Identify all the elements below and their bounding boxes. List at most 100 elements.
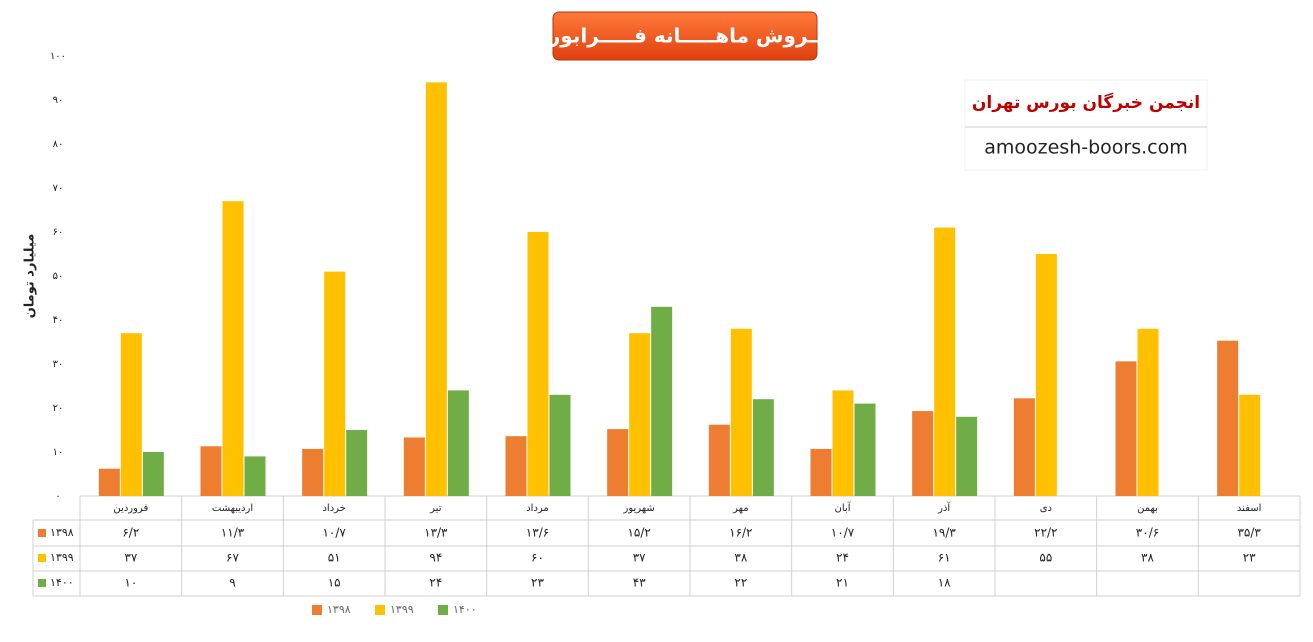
y-tick-label: ۶۰ (53, 227, 64, 238)
table-cell: ۱۰/۷ (831, 526, 855, 540)
table-cell: ۱۳/۶ (526, 526, 549, 540)
bar (142, 452, 164, 496)
table-cell: ۳۰/۶ (1136, 526, 1159, 540)
table-legend-key (38, 529, 46, 537)
legend-key (438, 605, 448, 615)
bar (854, 403, 876, 496)
y-tick-label: ۲۰ (53, 403, 64, 414)
x-tick-label: دی (1040, 503, 1052, 514)
chart-title: فــــروش ماهـــــانه فـــــرابورس (521, 24, 849, 48)
bar (505, 436, 527, 496)
legend-key (375, 605, 385, 615)
table-cell: ۲۱ (836, 576, 849, 590)
y-tick-label: ۵۰ (53, 271, 64, 282)
legend-label: ۱۴۰۰ (453, 603, 477, 616)
x-tick-label: فروردین (113, 503, 148, 514)
table-cell: ۳۷ (124, 551, 137, 565)
bar (222, 201, 244, 496)
table-cell: ۲۴ (836, 551, 849, 565)
table-legend-key (38, 579, 46, 587)
table-cell: ۳۵/۳ (1237, 526, 1261, 540)
bar (403, 437, 425, 496)
bar (912, 411, 934, 496)
bar (651, 306, 673, 496)
y-tick-label: ۳۰ (53, 359, 64, 370)
table-cell: ۳۸ (734, 551, 747, 565)
table-cell: ۳۷ (633, 551, 646, 565)
table-legend-key (38, 554, 46, 562)
table-series-name: ۱۳۹۸ (50, 526, 74, 539)
bar (447, 390, 469, 496)
bar (120, 333, 142, 496)
x-tick-label: آبان (835, 501, 852, 514)
table-cell: ۲۳ (1243, 551, 1256, 565)
x-tick-label: مهر (732, 503, 748, 514)
table-cell: ۱۰/۷ (322, 526, 346, 540)
x-tick-label: شهریور (623, 503, 655, 514)
x-tick-label: آذر (937, 501, 951, 514)
table-series-name: ۱۳۹۹ (50, 551, 74, 564)
bar (708, 424, 730, 496)
bar (832, 390, 854, 496)
table-cell: ۱۱/۳ (221, 526, 245, 540)
bar (810, 448, 832, 496)
bar (549, 394, 571, 496)
table-cell: ۱۸ (938, 576, 951, 590)
watermark-url: amoozesh-boors.com (984, 137, 1188, 159)
bar (1239, 394, 1261, 496)
table-cell: ۵۵ (1039, 551, 1052, 565)
bar (324, 271, 346, 496)
y-tick-label: ۱۰۰ (50, 51, 66, 62)
bar (425, 82, 447, 497)
bar (934, 227, 956, 496)
table-cell: ۴۳ (633, 576, 646, 590)
x-tick-label: اسفند (1237, 503, 1261, 514)
table-cell: ۱۵/۲ (627, 526, 650, 540)
table-cell: ۶۱ (938, 551, 951, 565)
bar (200, 446, 222, 496)
x-tick-label: بهمن (1137, 503, 1158, 514)
bar (244, 456, 266, 496)
table-cell: ۲۳ (531, 576, 544, 590)
table-cell: ۱۳/۳ (424, 526, 448, 540)
bar (1217, 340, 1239, 496)
table-cell: ۶۰ (531, 551, 544, 565)
x-tick-label: اردیبهشت (212, 503, 253, 514)
y-tick-label: ۷۰ (53, 183, 64, 194)
bar (346, 430, 368, 496)
y-tick-label: ۹۰ (53, 95, 64, 106)
bar (527, 232, 549, 496)
watermark-box (964, 79, 1208, 171)
legend-label: ۱۳۹۹ (390, 603, 414, 616)
bar (607, 429, 629, 496)
bar (1035, 254, 1057, 496)
table-cell: ۲۲/۲ (1034, 526, 1057, 540)
table-cell: ۳۸ (1141, 551, 1154, 565)
bar (956, 416, 978, 496)
y-tick-label: ۰ (55, 491, 60, 502)
bar (98, 468, 120, 496)
y-axis-label: میلیارد تومان (23, 234, 38, 319)
table-cell: ۱۰ (124, 576, 137, 590)
table-cell: ۲۲ (734, 576, 747, 590)
y-tick-label: ۱۰ (53, 447, 64, 458)
y-tick-label: ۴۰ (53, 315, 64, 326)
bar (1137, 328, 1159, 496)
x-tick-label: تیر (429, 503, 442, 514)
table-cell: ۲۴ (429, 576, 442, 590)
table-cell: ۹۴ (429, 551, 442, 565)
table-cell: ۱۵ (328, 576, 341, 590)
bar (1115, 361, 1137, 496)
table-cell: ۶۷ (226, 551, 239, 565)
y-tick-label: ۸۰ (53, 139, 64, 150)
table-cell: ۶/۲ (122, 526, 139, 540)
bar (730, 328, 752, 496)
x-tick-label: خرداد (322, 503, 345, 514)
legend-label: ۱۳۹۸ (327, 603, 351, 616)
table-cell: ۵۱ (328, 551, 341, 565)
x-tick-label: مرداد (526, 503, 549, 514)
bar (1013, 398, 1035, 496)
table-cell: ۹ (229, 576, 235, 590)
table-cell: ۱۹/۳ (932, 526, 956, 540)
bar (302, 448, 324, 496)
